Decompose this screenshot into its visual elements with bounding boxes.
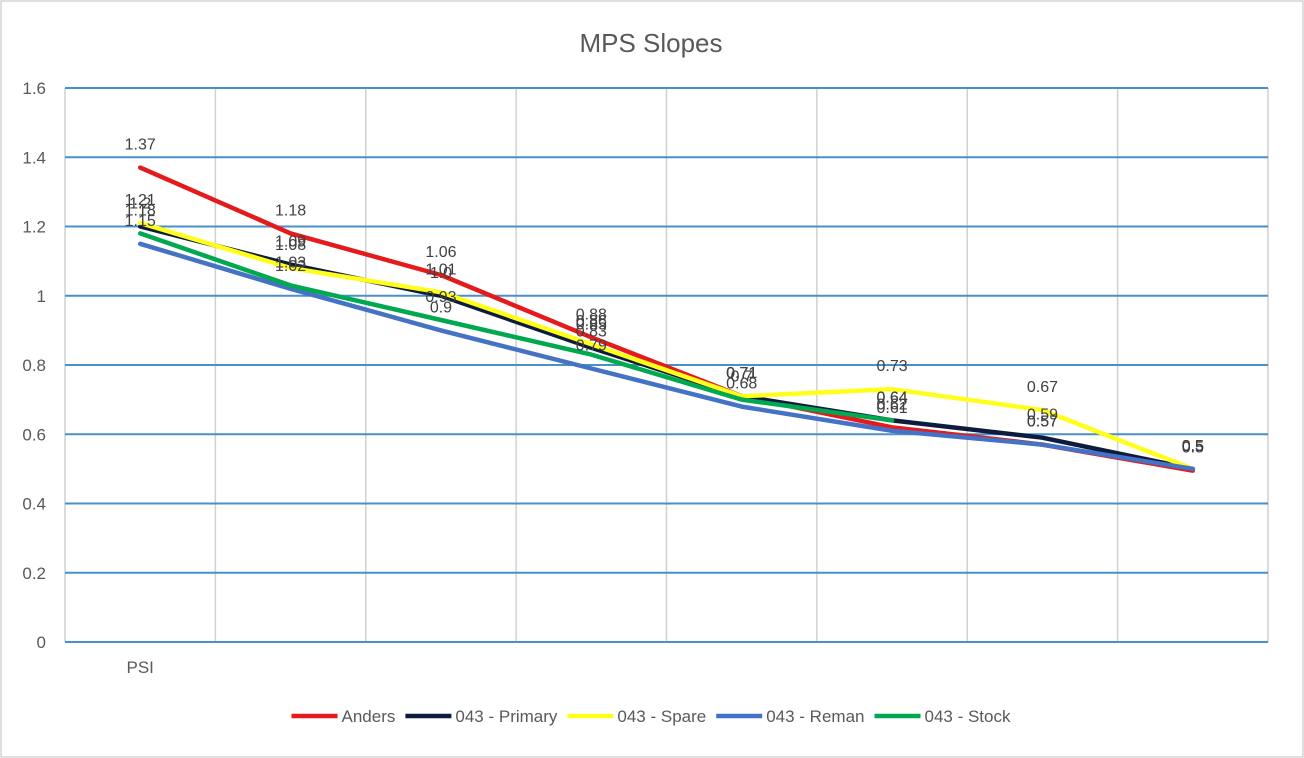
- y-tick-label: 1.6: [22, 79, 46, 98]
- legend-item: 043 - Spare: [567, 707, 706, 726]
- data-label: 0.57: [1027, 414, 1058, 431]
- y-tick-label: 0.6: [22, 425, 46, 444]
- data-label: 0.88: [576, 306, 607, 323]
- data-label: 0.64: [876, 389, 907, 406]
- series-line-043-stock: [137, 231, 895, 423]
- data-label: 1.03: [275, 254, 306, 271]
- y-tick-label: 0: [37, 633, 46, 652]
- legend-label: 043 - Stock: [925, 707, 1011, 726]
- y-tick-label: 1.2: [22, 218, 46, 237]
- legend-item: Anders: [291, 707, 396, 726]
- data-label: 0.83: [576, 324, 607, 341]
- legend-label: 043 - Reman: [766, 707, 864, 726]
- legend-label: 043 - Primary: [455, 707, 558, 726]
- data-label: 0.5: [1182, 440, 1204, 457]
- data-label: 1.0: [430, 265, 452, 282]
- data-label: 1.01: [425, 261, 456, 278]
- y-tick-label: 0.8: [22, 356, 46, 375]
- legend-item: 043 - Stock: [874, 707, 1011, 726]
- data-label: 0.59: [1027, 407, 1058, 424]
- data-label: 1.15: [125, 213, 156, 230]
- data-label: 0.57: [1027, 414, 1058, 431]
- data-label: 0.71: [726, 365, 757, 382]
- data-label: 0.71: [726, 365, 757, 382]
- data-label: 0.64: [876, 389, 907, 406]
- data-label: 0.79: [576, 337, 607, 354]
- data-label: 1.09: [275, 234, 306, 251]
- y-tick-label: 0.4: [22, 495, 46, 514]
- data-label: 0.71: [726, 365, 757, 382]
- data-label: 1.18: [275, 202, 306, 219]
- x-tick-label: PSI: [126, 658, 153, 677]
- data-label: 0.73: [876, 358, 907, 375]
- data-label: 0.62: [876, 396, 907, 413]
- data-label: 0.61: [876, 400, 907, 417]
- legend: Anders 043 - Primary 043 - Spare 043 - Rema…: [291, 707, 1011, 726]
- data-label: 1.21: [125, 192, 156, 209]
- y-axis: 0 0.2 0.4 0.6 0.8 1 1.2 1.4 1.6: [22, 79, 46, 652]
- data-label: 0.67: [1027, 379, 1058, 396]
- legend-item: 043 - Primary: [405, 707, 558, 726]
- data-label: 0.5: [1182, 438, 1204, 455]
- series-line-043-spare: [137, 220, 1196, 472]
- plot-area: [137, 165, 1196, 473]
- data-label: 0.5: [1182, 438, 1204, 455]
- data-label: 1.18: [125, 202, 156, 219]
- data-label: 0.85: [576, 317, 607, 334]
- data-label: 0.7: [731, 369, 753, 386]
- data-label: 1.2: [129, 196, 151, 213]
- y-tick-label: 1.4: [22, 148, 46, 167]
- data-label: 1.08: [275, 237, 306, 254]
- chart-title: MPS Slopes: [579, 28, 722, 58]
- data-labels: 1.371.181.060.880.710.620.570.51.21.091.…: [125, 137, 1204, 457]
- data-label: 0.9: [430, 299, 452, 316]
- data-label: 0.93: [425, 289, 456, 306]
- data-label: 1.06: [425, 244, 456, 261]
- data-label: 1.37: [125, 137, 156, 154]
- x-axis: PSI: [126, 658, 153, 677]
- y-tick-label: 0.2: [22, 564, 46, 583]
- legend-item: 043 - Reman: [716, 707, 864, 726]
- data-label: 1.02: [275, 258, 306, 275]
- data-label: 0.5: [1182, 438, 1204, 455]
- series-line-043-reman: [137, 241, 1196, 472]
- data-label: 0.68: [726, 376, 757, 393]
- legend-label: Anders: [342, 707, 396, 726]
- data-label: 0.86: [576, 313, 607, 330]
- legend-label: 043 - Spare: [617, 707, 706, 726]
- y-tick-label: 1: [37, 287, 46, 306]
